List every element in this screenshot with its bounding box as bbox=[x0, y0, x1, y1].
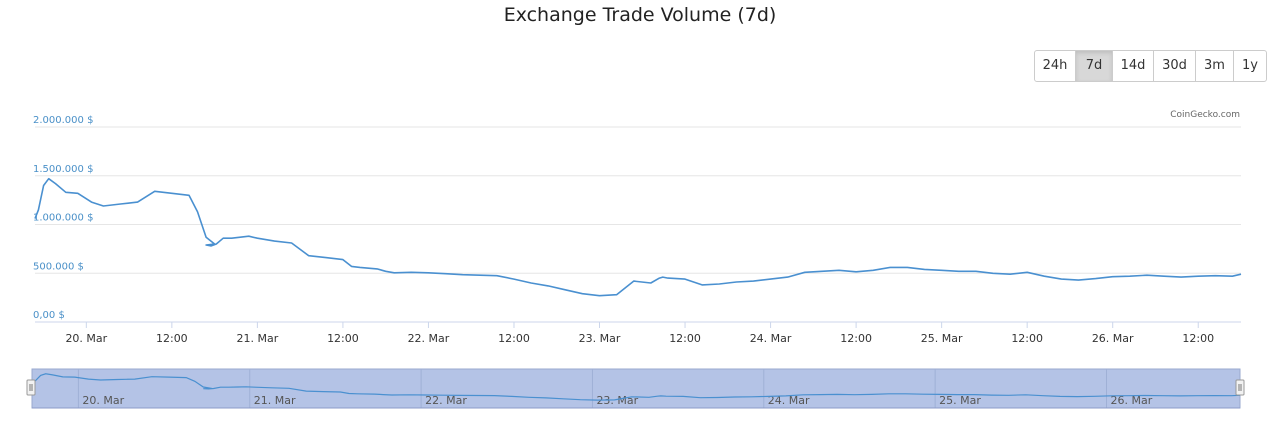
y-tick-label: 500.000 $ bbox=[33, 261, 84, 272]
navigator-label: 24. Mar bbox=[768, 394, 810, 407]
y-axis: 0,00 $ 500.000 $ 1.000.000 $ 1.500.000 $ 2.0… bbox=[33, 115, 93, 321]
navigator-label: 21. Mar bbox=[254, 394, 296, 407]
x-tick-label: 21. Mar bbox=[237, 332, 279, 345]
x-tick-label: 12:00 bbox=[1182, 332, 1214, 345]
chart-title: Exchange Trade Volume (7d) bbox=[503, 4, 777, 26]
credit-label[interactable]: CoinGecko.com bbox=[1170, 110, 1240, 120]
navigator-label: 22. Mar bbox=[425, 394, 467, 407]
x-tick-label: 25. Mar bbox=[921, 332, 963, 345]
range-button-14d[interactable]: 14d bbox=[1113, 51, 1154, 81]
navigator-selection[interactable] bbox=[31, 368, 1241, 409]
x-tick-label: 22. Mar bbox=[408, 332, 450, 345]
x-axis: 20. Mar 12:00 21. Mar 12:00 22. Mar 12:00 23. … bbox=[65, 322, 1214, 345]
x-tick-label: 12:00 bbox=[1011, 332, 1043, 345]
volume-line bbox=[34, 177, 1242, 297]
x-tick-label: 26. Mar bbox=[1092, 332, 1134, 345]
plot-area bbox=[34, 177, 1242, 297]
range-selector: 24h 7d 14d 30d 3m 1y bbox=[1034, 50, 1267, 82]
x-tick-label: 12:00 bbox=[669, 332, 701, 345]
x-tick-label: 20. Mar bbox=[65, 332, 107, 345]
x-tick-label: 24. Mar bbox=[750, 332, 792, 345]
range-button-24h[interactable]: 24h bbox=[1035, 51, 1076, 81]
y-tick-label: 2.000.000 $ bbox=[33, 115, 93, 126]
x-tick-label: 23. Mar bbox=[579, 332, 621, 345]
y-tick-label: 1.000.000 $ bbox=[33, 213, 93, 224]
x-tick-label: 12:00 bbox=[840, 332, 872, 345]
range-button-7d[interactable]: 7d bbox=[1076, 51, 1113, 81]
navigator-label: 26. Mar bbox=[1110, 394, 1152, 407]
range-button-1y[interactable]: 1y bbox=[1242, 58, 1258, 73]
navigator-handle-left[interactable] bbox=[26, 379, 36, 396]
x-tick-label: 12:00 bbox=[327, 332, 359, 345]
navigator-line bbox=[31, 373, 1241, 401]
navigator-label: 20. Mar bbox=[82, 394, 124, 407]
handle-body[interactable] bbox=[1235, 379, 1245, 396]
y-tick-label: 1.500.000 $ bbox=[33, 164, 93, 175]
handle-body[interactable] bbox=[26, 379, 36, 396]
x-tick-label: 12:00 bbox=[498, 332, 530, 345]
navigator-handle-right[interactable] bbox=[1235, 379, 1245, 396]
navigator[interactable]: 20. Mar 21. Mar 22. Mar 23. Mar 24. Mar 25. M… bbox=[26, 368, 1245, 409]
x-tick-label: 12:00 bbox=[156, 332, 188, 345]
range-button-30d[interactable]: 30d bbox=[1154, 51, 1196, 81]
y-tick-label: 0,00 $ bbox=[33, 310, 65, 321]
grid-lines bbox=[35, 126, 1241, 323]
range-button-3m[interactable]: 3m bbox=[1196, 51, 1234, 81]
navigator-label: 25. Mar bbox=[939, 394, 981, 407]
